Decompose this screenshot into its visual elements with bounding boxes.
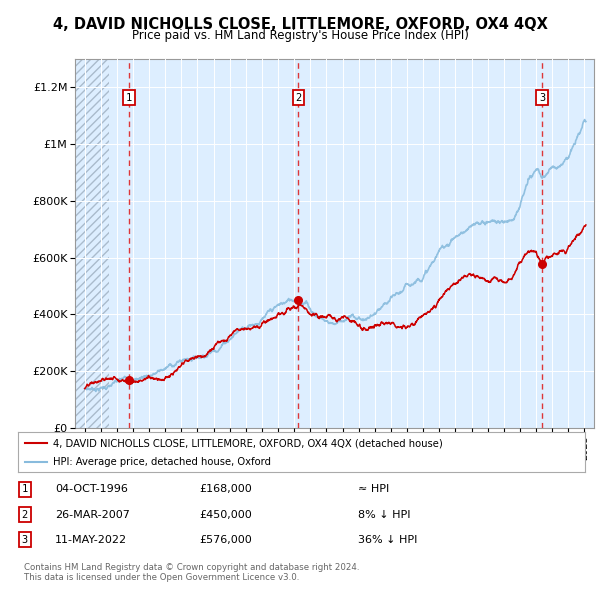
Text: 3: 3 — [22, 535, 28, 545]
Text: HPI: Average price, detached house, Oxford: HPI: Average price, detached house, Oxfo… — [53, 457, 271, 467]
Text: 36% ↓ HPI: 36% ↓ HPI — [358, 535, 418, 545]
Bar — [75, 59, 109, 428]
Text: 2: 2 — [295, 93, 301, 103]
Text: ≈ HPI: ≈ HPI — [358, 484, 389, 494]
Text: Contains HM Land Registry data © Crown copyright and database right 2024.: Contains HM Land Registry data © Crown c… — [24, 563, 359, 572]
Text: £576,000: £576,000 — [199, 535, 252, 545]
Text: 2: 2 — [22, 510, 28, 520]
Text: 11-MAY-2022: 11-MAY-2022 — [55, 535, 127, 545]
Text: 26-MAR-2007: 26-MAR-2007 — [55, 510, 130, 520]
Text: £450,000: £450,000 — [199, 510, 252, 520]
Text: 1: 1 — [126, 93, 132, 103]
Text: This data is licensed under the Open Government Licence v3.0.: This data is licensed under the Open Gov… — [24, 573, 299, 582]
Text: 4, DAVID NICHOLLS CLOSE, LITTLEMORE, OXFORD, OX4 4QX (detached house): 4, DAVID NICHOLLS CLOSE, LITTLEMORE, OXF… — [53, 438, 443, 448]
Text: Price paid vs. HM Land Registry's House Price Index (HPI): Price paid vs. HM Land Registry's House … — [131, 30, 469, 42]
Text: 04-OCT-1996: 04-OCT-1996 — [55, 484, 128, 494]
Text: 1: 1 — [22, 484, 28, 494]
Text: 4, DAVID NICHOLLS CLOSE, LITTLEMORE, OXFORD, OX4 4QX: 4, DAVID NICHOLLS CLOSE, LITTLEMORE, OXF… — [53, 17, 547, 31]
Text: 8% ↓ HPI: 8% ↓ HPI — [358, 510, 410, 520]
Text: £168,000: £168,000 — [199, 484, 252, 494]
Text: 3: 3 — [539, 93, 545, 103]
